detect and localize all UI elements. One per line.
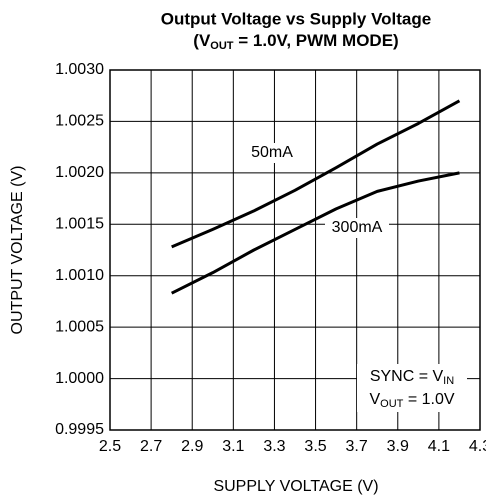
y-tick-label: 1.0005 (55, 318, 104, 335)
y-tick-label: 1.0000 (55, 370, 104, 387)
subtitle-sub: OUT (210, 40, 234, 52)
x-tick-label: 2.9 (181, 438, 203, 455)
label-bg (246, 143, 298, 163)
annotation-part: SYNC = V (370, 368, 444, 385)
x-tick-label: 3.7 (346, 438, 368, 455)
plot-frame (109, 69, 481, 431)
y-tick-label: 1.0015 (55, 216, 104, 233)
y-tick-label: 1.0010 (55, 267, 104, 284)
series-line (171, 99, 461, 249)
y-tick-label: 1.0020 (55, 164, 104, 181)
annotation-part: V (369, 391, 380, 408)
x-tick-label: 2.5 (99, 438, 121, 455)
x-axis-label: SUPPLY VOLTAGE (V) (213, 478, 378, 495)
x-tick-label: 3.9 (387, 438, 409, 455)
subtitle-part: = 1.0V, PWM MODE) (234, 31, 399, 50)
annotation-sub: OUT (380, 398, 404, 410)
x-tick-label: 3.5 (304, 438, 326, 455)
chart-title: Output Voltage vs Supply Voltage (161, 9, 431, 28)
y-tick-label: 1.0025 (55, 113, 104, 130)
series-label: 50mA (251, 144, 293, 161)
x-tick-label: 3.3 (263, 438, 285, 455)
series-label: 300mA (332, 219, 383, 236)
annotation: SYNC = VIN (370, 368, 454, 387)
x-tick-label: 4.1 (428, 438, 450, 455)
chart-subtitle: (VOUT = 1.0V, PWM MODE) (193, 31, 398, 51)
annotation-sub: IN (443, 375, 454, 387)
x-tick-label: 3.1 (222, 438, 244, 455)
series-line (170, 171, 460, 295)
subtitle-part: (V (193, 31, 211, 50)
x-tick-label: 4.3 (469, 438, 486, 455)
x-tick-label: 2.7 (140, 438, 162, 455)
annotation-bg (357, 364, 467, 412)
y-tick-label: 0.9995 (55, 421, 104, 438)
y-axis-label: OUTPUT VOLTAGE (V) (9, 166, 26, 335)
label-bg (325, 218, 389, 238)
y-tick-label: 1.0030 (55, 61, 104, 78)
annotation: VOUT = 1.0V (369, 391, 454, 410)
annotation-part: = 1.0V (403, 391, 454, 408)
